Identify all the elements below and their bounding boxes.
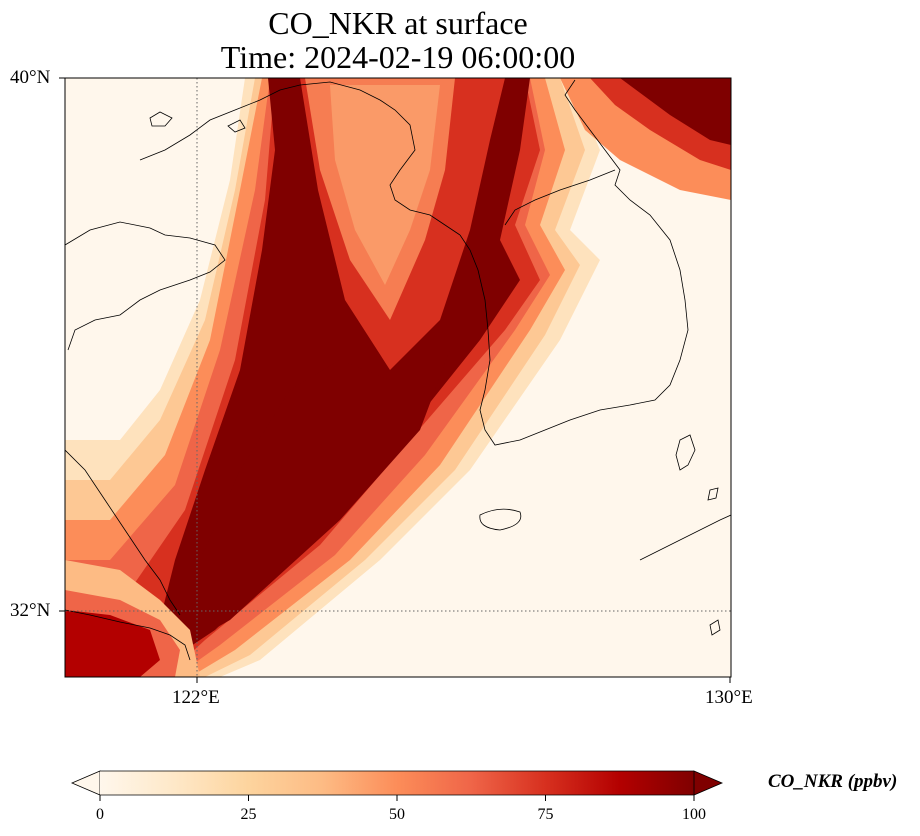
- lon-label-130e: 130°E: [705, 687, 753, 708]
- gridlines: [65, 78, 731, 677]
- colorbar-ticks: [99, 795, 695, 801]
- colorbar-gradient: [100, 771, 694, 795]
- colorbar-extend-min: [70, 770, 101, 796]
- colorbar-tick-label: 75: [537, 806, 554, 823]
- colorbar-tick-label: 0: [96, 806, 104, 823]
- colorbar-label: CO_NKR (ppbv): [768, 771, 898, 792]
- lat-label-32n: 32°N: [10, 600, 51, 621]
- map-frame: [64, 77, 732, 678]
- lat-label-40n: 40°N: [10, 67, 51, 88]
- colorbar: [70, 770, 724, 801]
- coastlines: [65, 79, 731, 661]
- map-title-line1: CO_NKR at surface: [268, 5, 528, 41]
- concentration-field: [65, 78, 731, 677]
- colorbar-tick-label: 50: [389, 806, 405, 823]
- colorbar-extend-max: [693, 770, 724, 796]
- axis-ticks: [59, 77, 731, 683]
- lon-label-122e: 122°E: [172, 687, 220, 708]
- map-title-line2: Time: 2024-02-19 06:00:00: [220, 39, 576, 75]
- colorbar-tick-label: 100: [682, 806, 706, 823]
- colorbar-tick-label: 25: [240, 806, 257, 823]
